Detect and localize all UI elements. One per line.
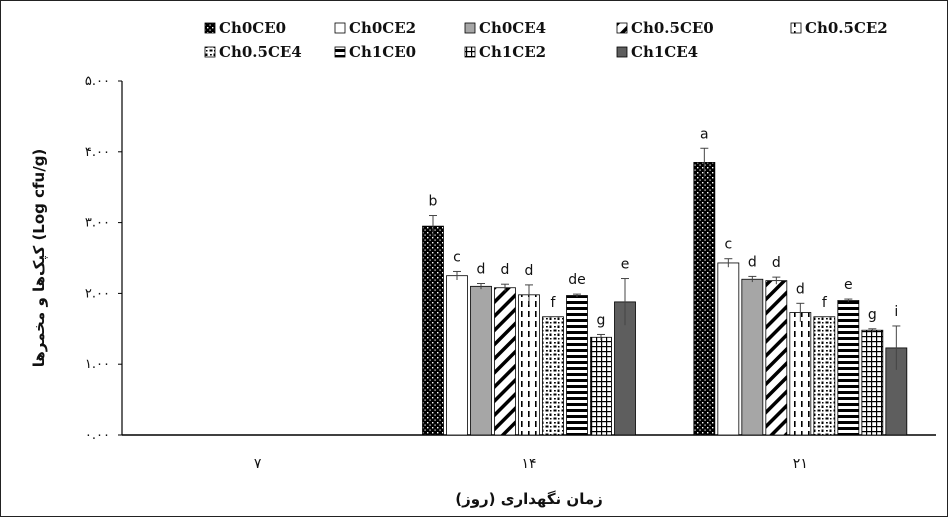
- bar: [422, 225, 444, 436]
- x-axis-title: زمان نگهداری (روز): [455, 490, 603, 508]
- bar-significance-label: d: [796, 281, 805, 297]
- legend-item: Ch0.5CE4: [204, 43, 302, 61]
- legend-label: Ch1CE2: [479, 43, 546, 61]
- legend-label: Ch0CE2: [349, 19, 416, 37]
- legend-swatch: [616, 46, 628, 58]
- x-tick-label: ۷: [254, 456, 262, 472]
- legend-swatch: [334, 46, 346, 58]
- y-tick-label: ۴.۰۰: [85, 145, 110, 160]
- bar: [518, 294, 540, 436]
- y-axis: ۰.۰۰ ۱.۰۰ ۲.۰۰ ۳.۰۰ ۴.۰۰ ۵.۰۰: [85, 74, 123, 443]
- bar: [861, 329, 884, 436]
- bar-significance-label: i: [894, 304, 898, 320]
- legend-swatch: [204, 46, 216, 58]
- bar-significance-label: c: [453, 249, 461, 265]
- bar: [590, 336, 612, 436]
- bar: [741, 278, 764, 436]
- bar-significance-label: b: [429, 194, 438, 210]
- y-tick-label: ۲.۰۰: [85, 286, 110, 301]
- legend-label: Ch0.5CE4: [219, 43, 302, 61]
- bar-significance-label: g: [597, 312, 606, 328]
- legend-item: Ch1CE4: [616, 43, 698, 61]
- bar-significance-label: e: [844, 277, 853, 293]
- legend-swatch: [790, 22, 802, 34]
- legend-swatch: [616, 22, 628, 34]
- x-axis: ۷ ۱۴ ۲۱: [122, 434, 936, 472]
- x-tick-label: ۲۱: [793, 456, 808, 472]
- legend-swatch: [334, 22, 346, 34]
- bar: [813, 316, 836, 436]
- bar-significance-label: de: [568, 272, 586, 288]
- y-tick-label: ۰.۰۰: [85, 428, 110, 443]
- legend-swatch: [464, 46, 476, 58]
- bar-significance-label: d: [477, 261, 486, 277]
- bar: [470, 285, 492, 436]
- legend-label: Ch0CE4: [479, 19, 546, 37]
- bar: [542, 316, 564, 436]
- bar: [693, 162, 716, 436]
- x-tick-label: ۱۴: [521, 456, 536, 472]
- legend-swatch: [204, 22, 216, 34]
- legend-swatch: [464, 22, 476, 34]
- legend-label: Ch1CE0: [349, 43, 416, 61]
- legend-label: Ch0.5CE2: [805, 19, 888, 37]
- legend-item: Ch1CE0: [334, 43, 416, 61]
- y-tick-label: ۳.۰۰: [85, 216, 110, 231]
- bar-significance-label: d: [525, 263, 534, 279]
- bar: [494, 287, 516, 436]
- chart-legend: Ch0CE0 Ch0CE2 Ch0CE4 Ch0.5CE0 Ch0.5CE2 Ch0.5C…: [204, 19, 888, 61]
- legend-item: Ch1CE2: [464, 43, 546, 61]
- bar-significance-label: d: [772, 255, 781, 271]
- bar: [789, 312, 812, 436]
- bar-significance-label: c: [724, 237, 732, 253]
- legend-item: Ch0CE2: [334, 19, 416, 37]
- legend-item: Ch0CE0: [204, 19, 286, 37]
- y-axis-title: کپک‌ها و مخمرها (Log cfu/g): [30, 149, 49, 368]
- legend-item: Ch0.5CE0: [616, 19, 714, 37]
- legend-item: Ch0CE4: [464, 19, 546, 37]
- bar: [446, 275, 468, 436]
- bar-significance-label: d: [748, 254, 757, 270]
- bar-significance-label: a: [700, 126, 709, 142]
- y-tick-label: ۵.۰۰: [85, 74, 110, 89]
- bar-significance-label: d: [501, 262, 510, 278]
- bar: [837, 300, 860, 436]
- bar: [566, 295, 588, 436]
- legend-label: Ch0.5CE0: [631, 19, 714, 37]
- y-tick-label: ۱.۰۰: [85, 357, 110, 372]
- legend-item: Ch0.5CE2: [790, 19, 888, 37]
- bar: [765, 280, 788, 436]
- bar-significance-label: f: [822, 295, 828, 311]
- bar-significance-label: f: [551, 295, 557, 311]
- bar-significance-label: g: [868, 307, 877, 323]
- bar-significance-label: e: [621, 257, 630, 273]
- legend-label: Ch1CE4: [631, 43, 698, 61]
- bar: [717, 262, 740, 436]
- legend-label: Ch0CE0: [219, 19, 286, 37]
